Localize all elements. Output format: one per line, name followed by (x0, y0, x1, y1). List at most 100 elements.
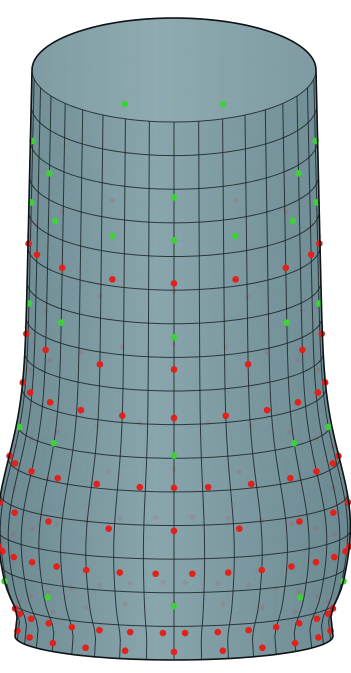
red-marker (136, 483, 144, 491)
parallel-line (28, 211, 320, 258)
red-marker-hidden (296, 589, 302, 595)
red-marker (296, 518, 303, 525)
green-marker (290, 439, 298, 447)
red-marker (170, 484, 178, 492)
red-marker (222, 412, 230, 419)
red-marker-hidden (189, 514, 195, 520)
red-marker-hidden (246, 582, 252, 588)
red-marker-hidden (205, 420, 211, 426)
red-marker (170, 280, 178, 287)
red-marker (53, 563, 60, 570)
red-marker (170, 648, 178, 656)
parallel-line (29, 176, 319, 224)
red-marker (232, 276, 239, 283)
green-marker (121, 100, 129, 108)
red-marker-hidden (343, 536, 349, 543)
parallel-line (29, 140, 319, 190)
red-marker (159, 629, 167, 637)
red-marker-hidden (137, 420, 143, 426)
red-marker (272, 623, 280, 631)
parallel-line (24, 352, 324, 392)
red-marker-hidden (314, 593, 320, 600)
red-marker (11, 509, 18, 516)
parallel-line (0, 565, 348, 594)
red-marker-hidden (288, 521, 295, 527)
red-marker-hidden (273, 585, 279, 591)
green-marker-hidden (46, 122, 53, 128)
red-marker (287, 474, 294, 482)
red-marker (307, 251, 315, 259)
cylinder-outline (0, 17, 351, 661)
red-marker (33, 251, 41, 259)
red-marker (312, 558, 320, 566)
red-marker (244, 360, 252, 368)
red-marker (315, 634, 322, 641)
green-marker (44, 594, 52, 601)
red-marker (46, 398, 54, 406)
red-marker (181, 629, 189, 637)
green-marker-hidden (110, 150, 116, 156)
red-marker-hidden (153, 514, 159, 520)
red-marker (109, 276, 116, 283)
red-marker (295, 620, 303, 627)
red-marker (170, 527, 178, 535)
red-marker-hidden (29, 526, 35, 532)
green-marker (170, 333, 178, 341)
red-marker (96, 360, 104, 368)
red-marker (219, 647, 227, 655)
red-marker (26, 634, 33, 641)
red-marker (170, 366, 178, 373)
red-marker (247, 480, 255, 488)
green-marker-hidden (291, 396, 297, 402)
red-marker (58, 264, 66, 272)
green-marker-hidden (171, 98, 177, 104)
red-marker-hidden (245, 293, 251, 300)
green-marker-hidden (45, 558, 51, 565)
red-marker-hidden (109, 197, 115, 203)
red-marker (126, 628, 134, 636)
green-marker (170, 194, 178, 201)
red-marker (42, 346, 49, 354)
parallel-line (26, 282, 322, 325)
green-marker-hidden (295, 122, 302, 128)
red-marker-hidden (127, 580, 133, 586)
green-marker (50, 439, 58, 447)
red-marker (294, 398, 302, 406)
red-marker (224, 569, 232, 576)
red-marker (11, 460, 19, 467)
red-marker-hidden (299, 308, 305, 314)
red-marker-hidden (160, 579, 166, 585)
red-marker (214, 628, 222, 636)
red-marker-hidden (331, 531, 337, 537)
red-marker-hidden (34, 222, 40, 228)
red-marker (263, 406, 271, 414)
green-marker-hidden (297, 558, 303, 565)
green-marker (16, 423, 23, 431)
parallel-line (11, 600, 337, 627)
red-marker (331, 553, 338, 561)
red-marker-hidden (315, 367, 321, 373)
red-marker-hidden (0, 536, 5, 543)
red-marker (45, 620, 53, 627)
red-marker-hidden (59, 209, 65, 215)
red-marker-hidden (94, 423, 100, 429)
green-marker (219, 100, 227, 108)
markers (0, 100, 351, 656)
green-marker-hidden (51, 396, 57, 402)
red-marker-hidden (82, 604, 89, 610)
green-marker (231, 232, 239, 240)
parallel-line (25, 317, 323, 358)
red-marker-hidden (236, 469, 242, 475)
red-marker (282, 264, 290, 272)
green-marker (295, 169, 302, 177)
red-marker-hidden (225, 515, 231, 521)
red-marker (10, 553, 17, 561)
red-marker (0, 548, 6, 555)
red-marker (170, 414, 178, 422)
red-marker-hidden (97, 293, 103, 300)
parallel-line (0, 494, 349, 527)
green-marker (46, 169, 53, 177)
red-marker (26, 389, 34, 396)
